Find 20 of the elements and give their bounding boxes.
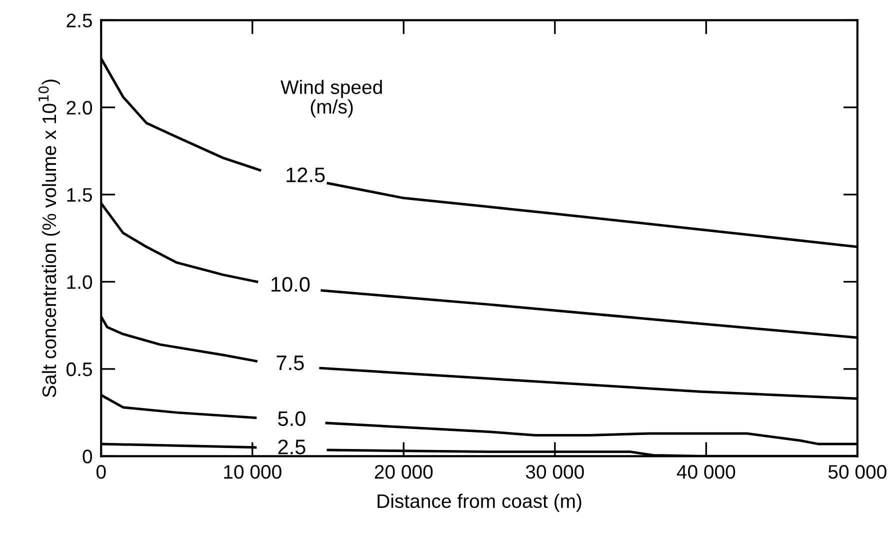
x-tick-label: 40 000 [676,465,736,479]
y-axis-title: Salt concentration (% volume x 10$^{10}$) [38,80,60,398]
y-tick-label: 1.5 [67,188,92,202]
x-tick-label: 20 000 [374,465,433,479]
x-axis-title: Distance from coast (m) [378,494,582,512]
y-tick-label: 0 [82,450,92,464]
y-tick-label: 2.0 [66,100,92,115]
series-label: 7.5 [276,356,304,370]
x-tick-label: 10 000 [224,465,282,479]
annotation: Wind speed (m/s) [280,80,382,118]
x-tick-label: 30 000 [526,465,584,479]
x-tick-label: 50 000 [828,465,886,479]
x-tick-label: 0 [96,465,106,479]
y-tick-label: 1.0 [67,275,92,289]
y-tick-label: 2.5 [66,14,92,28]
series-label: 2.5 [278,440,306,454]
y-tick-label: 0.5 [66,362,92,376]
series-label: 10.0 [272,276,310,292]
series-label: 12.5 [286,168,325,182]
series-label: 5.0 [278,411,306,426]
